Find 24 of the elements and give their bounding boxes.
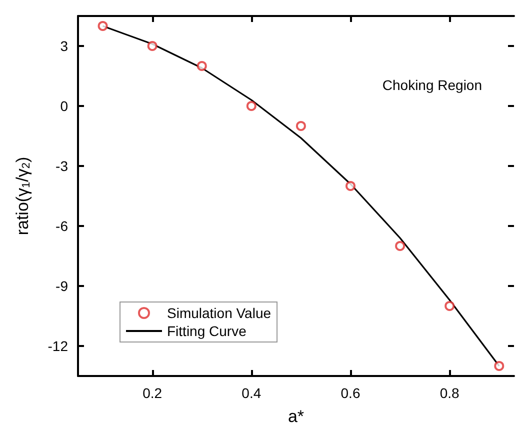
point [444, 301, 455, 311]
annotation: Choking Region [382, 77, 482, 93]
x-tick-label: 0.6 [340, 385, 360, 401]
legend-label: Simulation Value [167, 305, 272, 321]
y-tick-label: 3 [60, 38, 68, 54]
point [494, 361, 504, 371]
y-tick-label: -9 [56, 278, 68, 294]
x-tick-label: 0.8 [440, 385, 460, 401]
y-tick-label: 0 [60, 98, 68, 114]
point [346, 181, 356, 191]
y-tick-label: -6 [56, 218, 68, 234]
point [98, 21, 108, 31]
point [196, 61, 207, 71]
x-tick-label: 0.2 [142, 385, 162, 401]
y-tick-label: -12 [48, 338, 68, 354]
point [147, 41, 158, 51]
point [296, 121, 306, 131]
point [395, 241, 406, 251]
point [246, 101, 256, 111]
y-tick-label: -3 [56, 158, 68, 174]
x-tick-label: 0.4 [242, 385, 262, 401]
legend-label: Fitting Curve [167, 323, 247, 339]
y-axis-title: ratio(γ1/γ2) [13, 156, 32, 236]
x-axis-title: a* [288, 407, 304, 426]
